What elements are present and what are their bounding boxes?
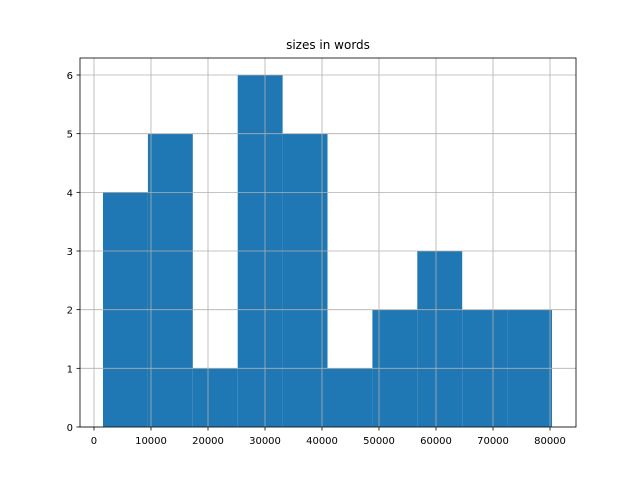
chart-title: sizes in words [286,38,370,52]
bar [147,133,193,428]
x-tick-label: 10000 [135,436,167,447]
plot-frame [79,57,577,428]
y-tick-label: 2 [67,306,73,317]
x-tick-label: 20000 [192,436,224,447]
y-tick-label: 4 [67,188,73,199]
x-tick-label: 0 [91,436,97,447]
bar [417,251,463,427]
y-tick-label: 3 [67,247,73,258]
y-tick-label: 6 [67,71,73,82]
x-tick-label: 80000 [534,436,566,447]
x-tick-label: 50000 [363,436,395,447]
bar [192,368,238,427]
y-tick-label: 1 [67,364,73,375]
x-tick-label: 40000 [306,436,338,447]
y-tick-label: 5 [67,130,73,141]
bar [327,368,373,427]
y-tick-label: 0 [67,423,73,434]
x-tick-label: 70000 [477,436,509,447]
x-tick-label: 60000 [420,436,452,447]
bar [282,133,328,428]
x-tick-label: 30000 [249,436,281,447]
